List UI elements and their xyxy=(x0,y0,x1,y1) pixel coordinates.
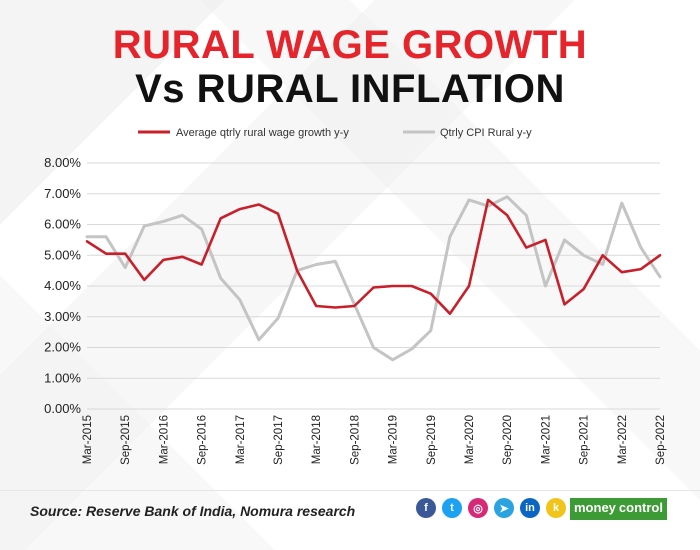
series-line-cpi-rural xyxy=(85,195,662,362)
x-tick-label: Sep-2017 xyxy=(273,415,285,465)
y-tick-label: 6.00% xyxy=(44,217,81,232)
twitter-icon[interactable]: t xyxy=(442,498,462,518)
x-tick-label: Sep-2015 xyxy=(120,415,132,465)
telegram-icon[interactable]: ➤ xyxy=(494,498,514,518)
facebook-icon[interactable]: f xyxy=(416,498,436,518)
koo-icon[interactable]: k xyxy=(546,498,566,518)
line-chart: 0.00% 1.00% 2.00% 3.00% 4.00% 5.00% 6.00% 7.00%… xyxy=(44,127,667,465)
y-tick-label: 1.00% xyxy=(44,370,81,385)
x-tick-label: Sep-2021 xyxy=(579,415,591,465)
brand-part-1: money xyxy=(570,498,619,520)
brand-logo: money control xyxy=(570,498,667,520)
y-tick-label: 4.00% xyxy=(44,278,81,293)
social-icons: f t ◎ ➤ in k xyxy=(416,498,566,518)
chart-title: RURAL WAGE GROWTH Vs RURAL INFLATION xyxy=(0,24,700,112)
title-line-2: Vs RURAL INFLATION xyxy=(135,67,565,111)
y-tick-label: 7.00% xyxy=(44,186,81,201)
x-tick-label: Mar-2016 xyxy=(158,415,170,464)
title-line-1: RURAL WAGE GROWTH xyxy=(112,23,588,67)
y-tick-label: 0.00% xyxy=(44,401,81,416)
y-tick-label: 3.00% xyxy=(44,309,81,324)
brand-part-2: control xyxy=(618,498,667,520)
series-line-wage-growth xyxy=(85,198,662,316)
x-tick-label: Sep-2020 xyxy=(502,415,514,465)
y-tick-label: 5.00% xyxy=(44,247,81,262)
x-tick-label: Sep-2018 xyxy=(349,415,361,465)
linkedin-icon[interactable]: in xyxy=(520,498,540,518)
footer-divider xyxy=(0,490,700,491)
instagram-icon[interactable]: ◎ xyxy=(468,498,488,518)
x-tick-label: Mar-2021 xyxy=(540,415,552,464)
x-tick-label: Sep-2022 xyxy=(655,415,667,465)
source-note: Source: Reserve Bank of India, Nomura re… xyxy=(30,503,356,519)
legend-label: Qtrly CPI Rural y-y xyxy=(440,127,532,139)
legend-label: Average qtrly rural wage growth y-y xyxy=(176,127,349,139)
x-tick-label: Mar-2022 xyxy=(617,415,629,464)
y-tick-label: 8.00% xyxy=(44,155,81,170)
x-tick-label: Mar-2017 xyxy=(235,415,247,464)
x-tick-label: Mar-2019 xyxy=(388,415,400,464)
x-tick-label: Sep-2016 xyxy=(197,415,209,465)
x-tick-label: Mar-2015 xyxy=(82,415,94,464)
x-tick-label: Sep-2019 xyxy=(426,415,438,465)
x-tick-label: Mar-2018 xyxy=(311,415,323,464)
x-tick-label: Mar-2020 xyxy=(464,415,476,464)
y-tick-label: 2.00% xyxy=(44,340,81,355)
